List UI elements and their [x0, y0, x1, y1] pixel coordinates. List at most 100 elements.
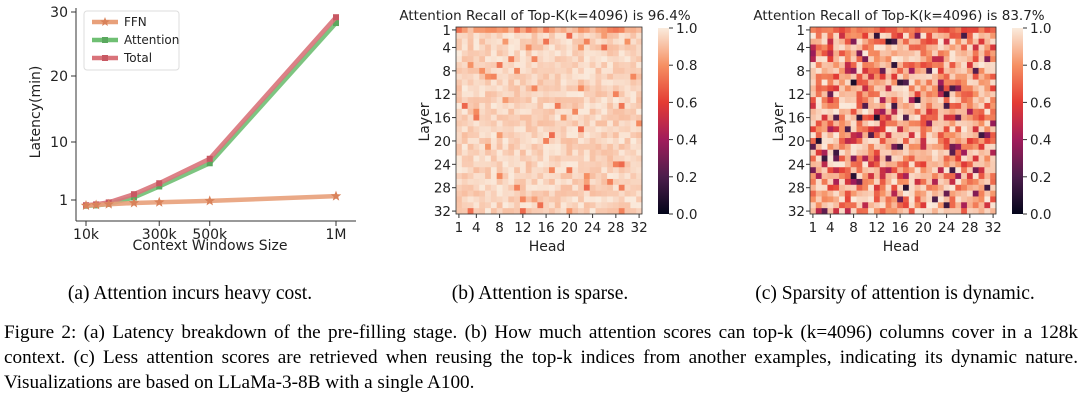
heatmap-cell	[955, 97, 962, 104]
heatmap-cell	[560, 173, 567, 180]
heatmap-cell	[984, 44, 991, 51]
heatmap-cell	[612, 67, 620, 75]
heatmap-cell	[537, 62, 544, 69]
heatmap-cell	[479, 208, 486, 215]
heatmap-cell	[566, 184, 573, 191]
heatmap-cell	[926, 50, 933, 57]
heatmap-cell	[502, 79, 509, 86]
heatmap-cell	[508, 132, 515, 139]
heatmap-cell	[821, 73, 828, 80]
heatmap-cell	[595, 167, 602, 174]
heatmap-cell	[636, 97, 643, 104]
heatmap-cell	[955, 132, 962, 139]
heatmap-cell	[972, 56, 979, 63]
heatmap-cell	[961, 73, 968, 80]
heatmap-cell	[908, 114, 915, 121]
heatmap-cell	[607, 85, 614, 92]
heatmap-cell	[618, 91, 625, 98]
heatmap-cell	[937, 85, 944, 92]
heatmap-cell	[578, 208, 585, 215]
heatmap-cell	[978, 161, 985, 168]
heatmap-cell	[537, 38, 544, 45]
heatmap-cell	[937, 173, 944, 180]
heatmap-cell	[937, 62, 944, 69]
heatmap-cell	[856, 97, 863, 104]
heatmap-cell	[543, 62, 550, 69]
a-y-tick-label: 20	[50, 69, 68, 85]
heatmap-cell	[844, 196, 851, 203]
heatmap-cell	[467, 62, 474, 69]
heatmap-cell	[554, 190, 561, 197]
a-legend-marker	[102, 37, 108, 43]
heatmap-cell	[903, 38, 910, 45]
heatmap-cell	[560, 149, 567, 156]
heatmap-cell	[943, 38, 950, 45]
heatmap-cell	[891, 149, 898, 156]
heatmap-cell	[502, 202, 509, 209]
heatmap-cell	[949, 62, 956, 69]
heatmap-cell	[630, 102, 637, 110]
heatmap-cell	[479, 161, 486, 168]
heatmap-cell	[461, 44, 468, 51]
heatmap-cell	[485, 102, 492, 110]
heatmap-cell	[827, 196, 834, 203]
heatmap-cell	[926, 161, 933, 168]
heatmap-cell	[456, 155, 463, 162]
heatmap-cell	[868, 208, 875, 215]
heatmap-cell	[560, 196, 567, 203]
heatmap-cell	[543, 108, 550, 115]
heatmap-cell	[821, 155, 828, 162]
heatmap-cell	[908, 67, 915, 75]
heatmap-cell	[885, 155, 892, 162]
heatmap-cell	[908, 91, 915, 98]
heatmap-cell	[612, 108, 620, 115]
heatmap-cell	[844, 173, 851, 180]
heatmap-cell	[519, 62, 527, 69]
heatmap-cell	[862, 178, 869, 186]
heatmap-cell	[636, 32, 643, 39]
heatmap-cell	[490, 126, 497, 133]
heatmap-cell	[815, 143, 822, 151]
heatmap-cell	[839, 97, 846, 104]
heatmap-cell	[473, 161, 480, 168]
heatmap-cell	[891, 143, 898, 151]
heatmap-cell	[821, 67, 828, 75]
heatmap-cell	[972, 38, 979, 45]
heatmap-cell	[821, 108, 828, 115]
heatmap-cell	[972, 114, 979, 121]
heatmap-cell	[549, 102, 556, 110]
heatmap-cell	[589, 56, 596, 63]
heatmap-cell	[461, 161, 468, 168]
heatmap-cell	[531, 196, 538, 203]
heatmap-y-tick-label: 12	[788, 87, 805, 103]
heatmap-cell	[525, 178, 532, 186]
heatmap-cell	[955, 120, 962, 127]
colorbar	[1012, 28, 1023, 214]
heatmap-cell	[601, 97, 608, 104]
heatmap-cell	[618, 67, 625, 75]
heatmap-cell	[972, 102, 979, 110]
heatmap-cell	[560, 202, 567, 209]
heatmap-frame	[455, 26, 643, 215]
heatmap-cell	[932, 149, 939, 156]
heatmap-cell	[897, 62, 904, 69]
heatmap-cell	[601, 114, 608, 121]
heatmap-cell	[932, 161, 939, 168]
heatmap-cell	[937, 196, 944, 203]
heatmap-cell	[490, 56, 497, 63]
heatmap-cell	[862, 27, 869, 34]
heatmap-cell	[920, 132, 927, 139]
heatmap-cell	[508, 167, 515, 174]
heatmap-cell	[856, 202, 863, 209]
heatmap-cell	[926, 184, 933, 191]
heatmap-cell	[607, 196, 614, 203]
heatmap-cell	[537, 138, 544, 145]
heatmap-cell	[885, 62, 892, 69]
heatmap-cell	[949, 202, 956, 209]
heatmap-cell	[630, 196, 637, 203]
heatmap-cell	[560, 126, 567, 133]
heatmap-c	[810, 27, 997, 215]
heatmap-cell	[955, 143, 962, 151]
heatmap-cell	[525, 27, 532, 34]
heatmap-cell	[926, 167, 933, 174]
